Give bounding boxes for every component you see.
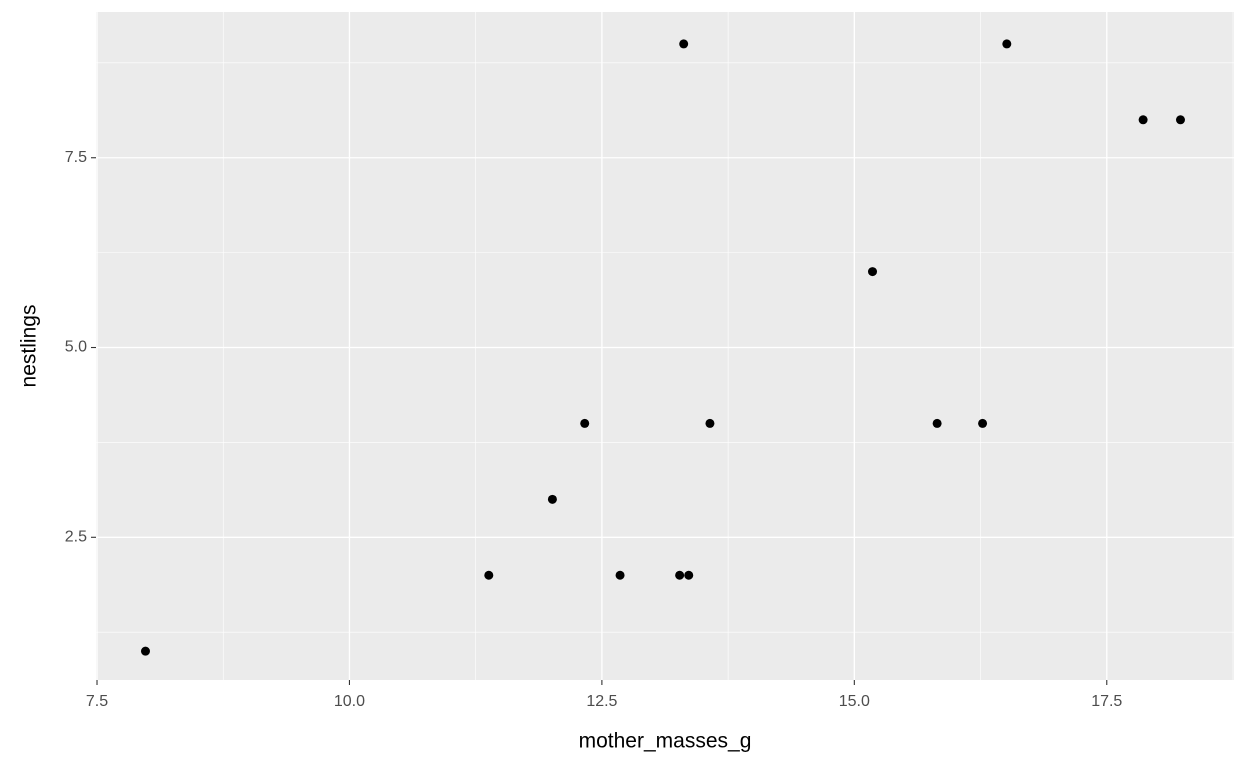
- x-axis-title: mother_masses_g: [579, 730, 752, 753]
- point: [705, 418, 715, 428]
- point: [484, 570, 494, 580]
- point: [580, 418, 590, 428]
- y-axis-title: nestlings: [18, 305, 41, 388]
- point: [868, 267, 878, 277]
- y-tick-label: 5.0: [65, 339, 87, 356]
- x-tick-label: 12.5: [586, 693, 617, 710]
- point: [1138, 115, 1148, 125]
- x-tick-label: 10.0: [334, 693, 365, 710]
- point: [547, 494, 557, 504]
- point: [978, 418, 988, 428]
- point: [675, 570, 685, 580]
- x-tick-label: 17.5: [1091, 693, 1122, 710]
- axes: 7.5 10.0 12.5 15.0 17.5 2.5 5.0 7.5: [65, 149, 1123, 710]
- point: [1175, 115, 1185, 125]
- x-tick-label: 15.0: [839, 693, 870, 710]
- y-tick-label: 2.5: [65, 529, 87, 546]
- point: [679, 39, 689, 49]
- point: [140, 646, 150, 656]
- point: [932, 418, 942, 428]
- grid: [96, 12, 1234, 680]
- x-tick-label: 7.5: [86, 693, 108, 710]
- y-tick-label: 7.5: [65, 149, 87, 166]
- point: [684, 570, 694, 580]
- point: [1002, 39, 1012, 49]
- plot-panel: [96, 12, 1234, 680]
- points: [140, 39, 1185, 656]
- point: [615, 570, 625, 580]
